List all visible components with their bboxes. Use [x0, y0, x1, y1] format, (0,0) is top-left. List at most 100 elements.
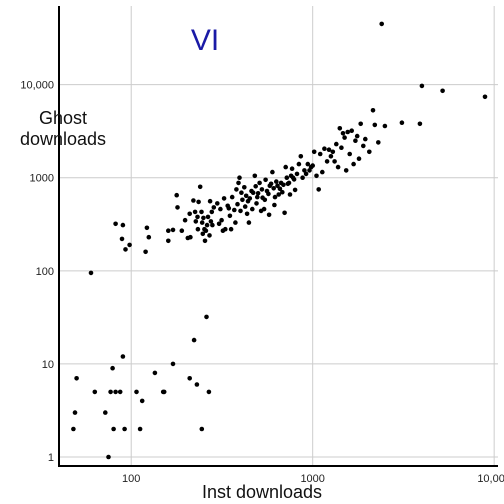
data-point [229, 194, 235, 200]
data-point [419, 83, 425, 89]
data-point [106, 454, 111, 460]
data-point [218, 206, 223, 212]
data-point [322, 146, 327, 151]
data-point [255, 191, 261, 196]
data-point [240, 197, 245, 203]
data-point [310, 163, 316, 168]
data-point [243, 193, 249, 199]
data-point [119, 236, 125, 242]
data-point [113, 221, 118, 227]
data-point [223, 226, 228, 232]
data-point [283, 164, 289, 170]
data-point [207, 233, 212, 238]
data-point [354, 133, 360, 139]
data-point [210, 222, 215, 228]
data-point [351, 161, 356, 167]
data-point [376, 140, 381, 145]
data-point [187, 211, 192, 217]
data-point [311, 149, 317, 155]
data-point [284, 175, 290, 180]
y-tick-label: 10,000 [20, 80, 54, 92]
data-point [74, 376, 79, 381]
data-point [92, 389, 98, 395]
data-point [206, 389, 212, 395]
data-point [276, 192, 282, 197]
data-point [282, 210, 287, 216]
data-point [334, 141, 339, 147]
data-point [328, 154, 334, 159]
data-point [287, 192, 293, 197]
data-point [236, 180, 241, 186]
data-point [363, 136, 368, 142]
data-point [166, 228, 171, 233]
data-point [268, 181, 274, 187]
data-point [289, 166, 295, 171]
tick-labels: 100 1000 10,000 1 10 100 1000 10,000 [20, 80, 504, 485]
data-point [332, 159, 337, 164]
data-point [170, 227, 176, 233]
data-point [113, 389, 118, 395]
data-point [134, 389, 139, 395]
data-point [326, 147, 332, 152]
data-point [296, 161, 302, 167]
data-point [187, 376, 192, 381]
data-point [281, 182, 286, 188]
data-point [298, 154, 304, 159]
data-point [123, 247, 128, 252]
data-point [286, 180, 292, 186]
data-point [254, 201, 259, 206]
data-point [361, 143, 366, 149]
data-point [294, 171, 300, 177]
data-point [117, 389, 123, 395]
data-point [215, 201, 220, 206]
data-point [166, 238, 171, 244]
data-point [372, 122, 378, 128]
data-point [330, 149, 336, 155]
data-point [342, 135, 347, 140]
data-point [257, 180, 262, 186]
data-point [356, 156, 362, 161]
data-point [219, 217, 224, 223]
data-point [239, 190, 244, 195]
data-point [280, 189, 285, 195]
data-point [143, 249, 148, 255]
data-point [221, 196, 227, 201]
data-point [199, 426, 205, 432]
data-point [337, 126, 343, 131]
y-axis-title-line2: downloads [20, 129, 106, 149]
data-point [320, 169, 325, 175]
data-point [195, 214, 200, 220]
data-point [250, 190, 256, 195]
data-point [161, 389, 167, 395]
data-point [417, 121, 423, 127]
data-point [291, 177, 297, 182]
data-point [246, 220, 252, 225]
data-point [250, 206, 255, 212]
data-point [237, 175, 242, 180]
data-point [72, 410, 78, 415]
data-point [110, 365, 115, 371]
data-point [226, 206, 232, 211]
y-tick-label: 10 [42, 359, 54, 371]
data-point [175, 205, 180, 210]
data-point [234, 187, 239, 192]
data-point [270, 169, 275, 175]
data-point [274, 179, 279, 184]
grid-lines [59, 6, 498, 466]
data-point [174, 192, 179, 198]
data-point [191, 337, 197, 343]
data-point [200, 231, 206, 237]
data-point [302, 168, 307, 173]
data-point [146, 234, 152, 240]
x-tick-label: 100 [122, 473, 140, 485]
data-point [347, 151, 353, 157]
panel-label: VI [191, 24, 219, 57]
data-point [271, 186, 277, 191]
data-point [227, 213, 233, 219]
data-point [120, 222, 126, 228]
data-point [353, 138, 358, 143]
data-point [261, 206, 267, 212]
data-point [254, 194, 260, 200]
data-point [191, 198, 196, 203]
